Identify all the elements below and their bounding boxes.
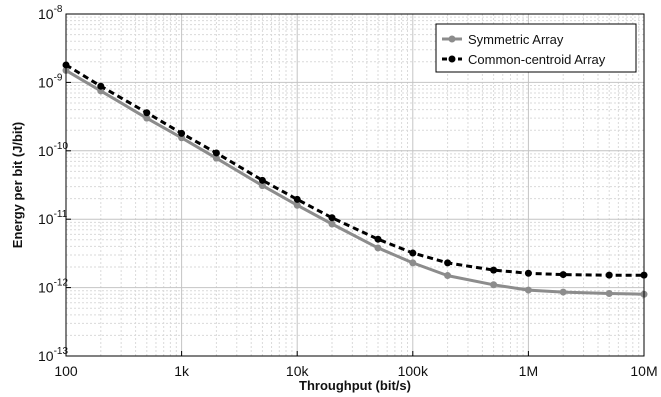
data-point-common-centroid-array — [178, 129, 186, 137]
data-point-symmetric-array — [605, 289, 613, 297]
legend-box — [435, 23, 637, 73]
data-point-symmetric-array — [212, 154, 220, 162]
data-point-symmetric-array — [524, 286, 532, 294]
data-point-symmetric-array — [258, 182, 266, 190]
y-tick-label: 10-9 — [38, 72, 63, 90]
series-line-common-centroid-array — [65, 63, 644, 277]
series-layer — [62, 61, 648, 298]
data-point-common-centroid-array — [374, 235, 382, 243]
data-point-common-centroid-array — [212, 149, 220, 157]
series-line-symmetric-array — [65, 69, 645, 296]
legend-label-symmetric-array: Symmetric Array — [468, 32, 564, 47]
legend-marker-symmetric-array — [448, 35, 456, 43]
data-point-symmetric-array — [559, 288, 567, 296]
y-tick-label: 10-13 — [38, 346, 68, 364]
plot-frame — [65, 13, 645, 357]
data-point-common-centroid-array — [409, 249, 417, 257]
data-point-common-centroid-array — [258, 176, 266, 184]
x-tick-label: 1k — [174, 363, 190, 379]
data-point-symmetric-array — [143, 114, 151, 122]
data-point-symmetric-array — [374, 244, 382, 252]
legend: Symmetric Array Common-centroid Array — [435, 23, 637, 73]
y-tick-label: 10-12 — [38, 278, 68, 296]
data-point-common-centroid-array — [444, 259, 452, 267]
data-point-symmetric-array — [293, 201, 301, 209]
y-axis-title: Energy per bit (J/bit) — [10, 122, 25, 248]
x-tick-label: 10M — [630, 363, 657, 379]
data-point-common-centroid-array — [328, 214, 336, 222]
data-point-symmetric-array — [328, 220, 336, 228]
data-point-common-centroid-array — [559, 271, 567, 279]
legend-marker-common-centroid-array — [448, 55, 456, 63]
x-axis-title: Throughput (bit/s) — [299, 378, 411, 393]
data-point-common-centroid-array — [143, 109, 151, 117]
x-tick-label: 100 — [54, 363, 78, 379]
data-point-common-centroid-array — [97, 82, 105, 90]
data-point-symmetric-array — [490, 281, 498, 289]
data-point-symmetric-array — [409, 259, 417, 267]
axis-ticks: 100 1k 10k 100k 1M 10M 10-13 10-12 10-11 10-10 10-… — [38, 4, 658, 379]
data-point-symmetric-array — [444, 272, 452, 280]
x-tick-label: 100k — [398, 363, 429, 379]
data-point-common-centroid-array — [293, 195, 301, 203]
legend-label-common-centroid-array: Common-centroid Array — [468, 52, 606, 67]
x-tick-label: 1M — [519, 363, 538, 379]
data-point-common-centroid-array — [524, 269, 532, 277]
data-point-common-centroid-array — [605, 271, 613, 279]
x-tick-label: 10k — [286, 363, 310, 379]
y-tick-label: 10-10 — [38, 141, 68, 159]
y-tick-label: 10-11 — [38, 209, 68, 227]
data-point-common-centroid-array — [490, 266, 498, 274]
y-tick-label: 10-8 — [38, 4, 63, 22]
